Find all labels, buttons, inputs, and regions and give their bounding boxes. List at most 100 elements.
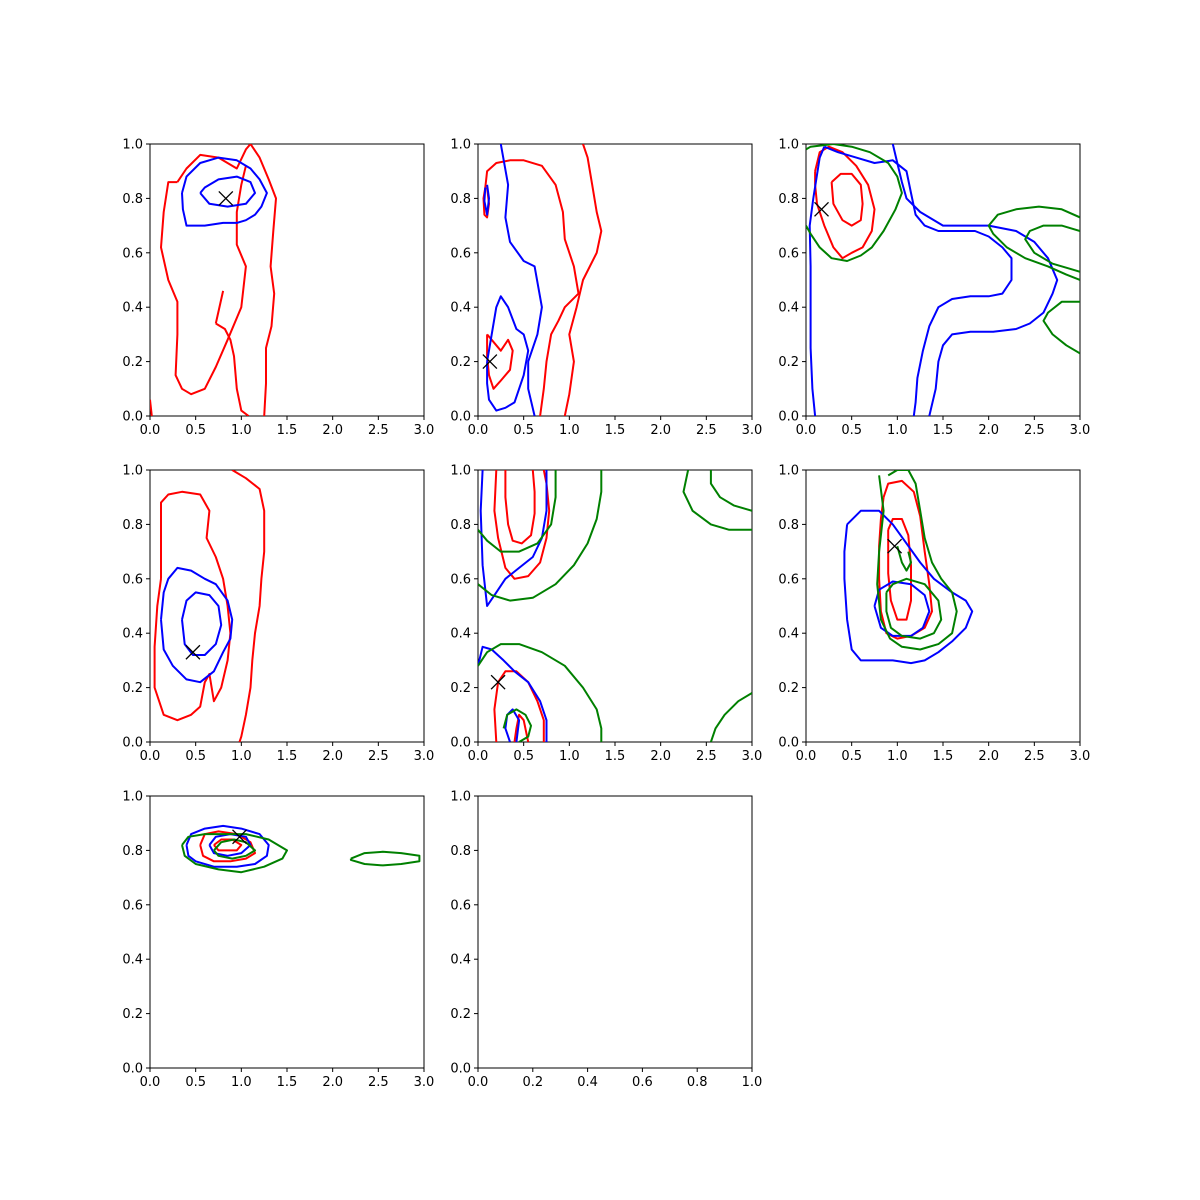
plot-area — [482, 144, 603, 416]
x-tick-label: 0.0 — [796, 749, 817, 764]
y-tick-label: 0.4 — [778, 301, 799, 316]
y-tick-label: 0.2 — [778, 681, 799, 696]
y-tick-label: 0.6 — [450, 246, 471, 261]
red-contour — [160, 165, 247, 396]
y-tick-label: 0.0 — [122, 736, 143, 751]
plot-area — [806, 144, 1080, 416]
x-tick-label: 1.5 — [277, 423, 298, 438]
x-tick-label: 0.5 — [513, 423, 534, 438]
y-tick-label: 0.8 — [778, 192, 799, 207]
red-contour — [563, 144, 603, 416]
blue-contour — [843, 509, 974, 665]
y-tick-label: 1.0 — [450, 464, 471, 479]
axes-frame — [477, 795, 753, 1069]
green-contour — [876, 470, 958, 651]
x-tick-label: 0.0 — [468, 1075, 489, 1090]
y-tick-label: 1.0 — [122, 464, 143, 479]
red-contour — [215, 322, 250, 416]
red-contour — [486, 333, 514, 390]
y-tick-label: 1.0 — [122, 790, 143, 805]
y-tick-label: 0.2 — [778, 355, 799, 370]
x-tick-label: 2.0 — [650, 423, 671, 438]
x-tick-label: 2.5 — [368, 749, 389, 764]
x-tick-label: 0.0 — [140, 749, 161, 764]
x-tick-label: 1.5 — [605, 423, 626, 438]
x-marker — [814, 201, 829, 217]
x-tick-label: 2.0 — [322, 1075, 343, 1090]
x-tick-label: 2.0 — [322, 749, 343, 764]
red-contour — [887, 518, 912, 621]
y-tick-label: 0.4 — [778, 627, 799, 642]
red-contour — [150, 399, 153, 416]
plot-area — [843, 470, 974, 665]
subplot-7: 0.0 0.5 1.0 1.5 2.0 2.5 3.0 0.0 0.2 0.4 0.6 0.8 1.0 — [122, 790, 434, 1091]
red-contour — [214, 290, 225, 324]
y-tick-label: 0.6 — [778, 572, 799, 587]
y-tick-label: 0.6 — [450, 898, 471, 913]
blue-contour — [181, 156, 268, 227]
x-tick-label: 3.0 — [742, 749, 763, 764]
y-tick-label: 0.2 — [450, 681, 471, 696]
blue-contour — [483, 184, 490, 216]
subplot-8: 0.0 0.2 0.4 0.6 0.8 1.0 0.0 0.2 0.4 0.6 0.8 1.0 — [450, 790, 762, 1091]
x-tick-label: 0.8 — [687, 1075, 708, 1090]
axes-frame — [149, 795, 425, 1069]
x-tick-label: 0.0 — [468, 749, 489, 764]
green-contour — [885, 577, 943, 640]
blue-contour — [891, 144, 1059, 416]
y-tick-label: 0.2 — [122, 1007, 143, 1022]
x-tick-label: 3.0 — [414, 749, 435, 764]
red-contour — [504, 470, 536, 545]
x-tick-label: 0.2 — [522, 1075, 543, 1090]
subplot-6: 0.0 0.5 1.0 1.5 2.0 2.5 3.0 0.0 0.2 0.4 0.6 0.8 1.0 — [778, 464, 1090, 765]
green-contour — [987, 205, 1080, 281]
red-contour — [493, 470, 551, 580]
x-tick-label: 3.0 — [414, 1075, 435, 1090]
green-contour — [1042, 300, 1080, 355]
y-tick-label: 0.4 — [122, 301, 143, 316]
x-tick-label: 2.5 — [368, 1075, 389, 1090]
x-tick-label: 1.5 — [605, 749, 626, 764]
x-tick-label: 2.0 — [322, 423, 343, 438]
x-tick-label: 2.5 — [368, 423, 389, 438]
green-contour — [213, 838, 256, 860]
plot-area — [153, 470, 266, 742]
y-tick-label: 0.6 — [122, 898, 143, 913]
x-marker — [232, 829, 247, 845]
blue-contour — [478, 645, 548, 742]
axes-frame — [477, 143, 753, 417]
y-tick-label: 0.2 — [122, 355, 143, 370]
red-contour — [484, 159, 580, 416]
axes-frame — [477, 469, 753, 743]
blue-contour — [185, 824, 270, 868]
y-tick-label: 0.0 — [778, 736, 799, 751]
red-contour — [249, 144, 277, 416]
axes-frame — [805, 143, 1081, 417]
x-tick-label: 2.0 — [978, 749, 999, 764]
blue-contour — [181, 591, 223, 656]
x-tick-label: 1.0 — [231, 423, 252, 438]
green-contour — [709, 692, 752, 742]
y-tick-label: 0.6 — [122, 246, 143, 261]
green-contour — [478, 470, 603, 602]
x-tick-label: 1.0 — [231, 749, 252, 764]
blue-contour — [199, 175, 256, 208]
red-contour — [153, 490, 232, 722]
x-tick-label: 1.0 — [559, 749, 580, 764]
x-tick-label: 2.5 — [696, 749, 717, 764]
blue-contour — [823, 145, 1013, 416]
x-tick-label: 0.0 — [468, 423, 489, 438]
red-contour — [493, 670, 545, 742]
y-tick-label: 0.4 — [450, 301, 471, 316]
x-tick-label: 0.5 — [185, 749, 206, 764]
y-tick-label: 0.8 — [122, 518, 143, 533]
y-tick-label: 0.0 — [122, 1062, 143, 1077]
x-tick-label: 1.0 — [742, 1075, 763, 1090]
y-tick-label: 0.4 — [122, 953, 143, 968]
plot-area — [478, 470, 752, 742]
green-contour — [502, 708, 532, 742]
y-tick-label: 0.2 — [122, 681, 143, 696]
x-tick-label: 1.5 — [277, 1075, 298, 1090]
green-contour — [709, 470, 752, 512]
blue-contour — [499, 144, 543, 416]
